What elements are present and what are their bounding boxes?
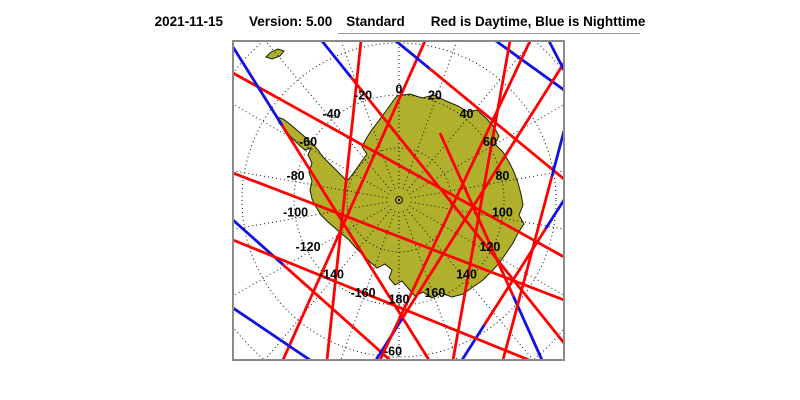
track-segment-night	[460, 324, 486, 360]
plot-title: 2021-11-15 Version: 5.00 Standard Red is…	[0, 14, 800, 29]
track-segment-day	[233, 238, 530, 360]
plot-border	[232, 40, 565, 361]
longitude-label-60: 60	[483, 135, 497, 149]
track-segment-night	[233, 46, 284, 126]
longitude-label--120: -120	[296, 240, 321, 254]
meridian-320	[264, 41, 392, 192]
latitude-label: -60	[384, 344, 402, 358]
satellite-track	[320, 41, 564, 344]
map-content	[233, 41, 564, 360]
longitude-label-80: 80	[495, 169, 509, 183]
track-segment-day	[233, 71, 564, 259]
longitude-label--100: -100	[283, 206, 308, 220]
satellite-track	[233, 238, 530, 360]
satellite-track	[501, 130, 564, 360]
track-segment-day	[325, 41, 363, 360]
track-segment-day	[233, 171, 564, 302]
longitude-label--160: -160	[351, 286, 376, 300]
longitude-label-0: 0	[396, 82, 403, 96]
south-pole-marker	[395, 196, 403, 204]
satellite-track	[233, 306, 311, 360]
title-version: Version: 5.00	[248, 14, 333, 29]
longitude-label-20: 20	[428, 89, 442, 103]
longitude-label--40: -40	[322, 107, 340, 121]
satellite-track	[233, 46, 431, 360]
track-segment-day	[483, 228, 547, 326]
meridian-60	[409, 104, 564, 195]
meridian-20	[402, 41, 458, 189]
meridian-160	[402, 211, 458, 360]
south-pole-dot	[397, 198, 401, 202]
title-date: 2021-11-15	[154, 14, 223, 29]
latitude-circle--60	[241, 42, 557, 358]
track-segment-night	[233, 306, 311, 360]
antarctica-landmass	[276, 93, 525, 299]
longitude-label-100: 100	[492, 206, 513, 220]
satellite-track	[281, 41, 427, 360]
longitude-label-40: 40	[460, 107, 474, 121]
satellite-track	[451, 41, 512, 360]
track-segment-day	[280, 124, 431, 360]
meridian-280	[233, 170, 388, 199]
meridian-240	[233, 205, 389, 297]
title-legend: Red is Daytime, Blue is Nighttime	[430, 14, 646, 29]
longitude-label--140: -140	[319, 268, 344, 282]
track-segment-day	[282, 263, 391, 360]
track-segment-night	[320, 41, 353, 79]
satellite-track	[325, 41, 363, 360]
title-underline	[338, 33, 640, 34]
satellite-track	[460, 199, 564, 360]
track-segment-day	[378, 41, 532, 360]
meridian-120	[409, 205, 564, 296]
satellite-track	[233, 71, 564, 259]
track-segment-day	[428, 67, 564, 181]
satellite-track	[378, 41, 532, 360]
track-segment-night	[395, 41, 431, 70]
track-segment-night	[547, 41, 564, 71]
longitude-label--80: -80	[287, 169, 305, 183]
longitude-label-120: 120	[480, 240, 501, 254]
longitude-label-140: 140	[456, 268, 477, 282]
satellite-track	[395, 41, 564, 181]
track-segment-day	[349, 76, 564, 344]
track-segment-day	[451, 41, 512, 360]
meridian-100	[410, 201, 564, 230]
longitude-label-180: 180	[389, 292, 410, 306]
title-mode: Standard	[346, 14, 405, 29]
track-segment-day	[281, 41, 427, 360]
meridian-140	[406, 208, 534, 360]
longitude-label--20: -20	[354, 89, 372, 103]
track-segment-day	[501, 176, 554, 360]
track-segment-night	[544, 199, 564, 230]
track-segment-day	[438, 132, 515, 298]
satellite-track	[547, 41, 564, 71]
island	[265, 48, 285, 60]
longitude-label--60: -60	[299, 135, 317, 149]
meridian-200	[340, 211, 396, 360]
meridian-220	[264, 208, 392, 360]
longitude-label-160: 160	[424, 286, 445, 300]
track-segment-night	[550, 130, 564, 178]
meridian-300	[233, 103, 389, 195]
satellite-track	[233, 171, 564, 302]
